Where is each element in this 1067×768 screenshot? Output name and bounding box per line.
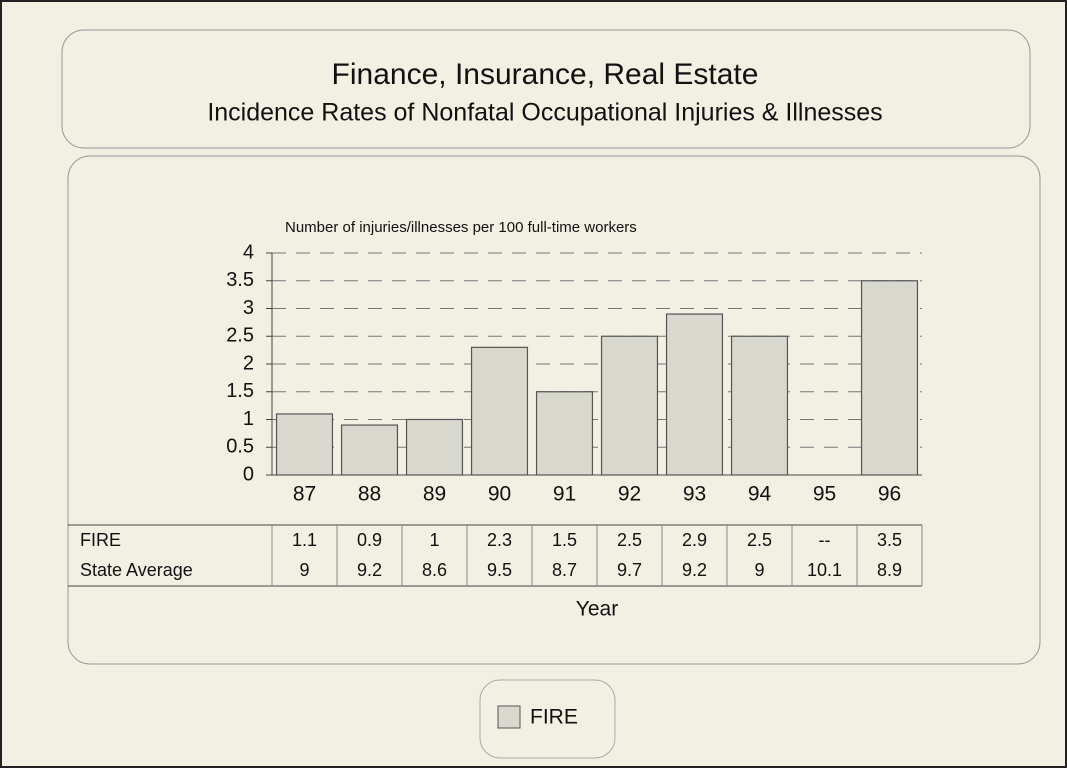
bar xyxy=(665,313,724,476)
table-row-label: FIRE xyxy=(80,530,121,550)
x-tick-label: 92 xyxy=(618,483,641,506)
table-cell: -- xyxy=(819,530,831,550)
table-cell: 2.5 xyxy=(617,530,642,550)
table-cell: 2.5 xyxy=(747,530,772,550)
table-cell: 2.3 xyxy=(487,530,512,550)
table-row-label: State Average xyxy=(80,560,193,580)
y-axis-label: Number of injuries/illnesses per 100 ful… xyxy=(285,219,637,236)
bar xyxy=(535,391,594,476)
table-cell: 10.1 xyxy=(807,560,842,580)
x-tick-label: 96 xyxy=(878,483,901,506)
y-tick-label: 2.5 xyxy=(226,325,254,347)
chart-title: Finance, Insurance, Real Estate xyxy=(332,58,759,91)
table-cell: 9.7 xyxy=(617,560,642,580)
bar xyxy=(340,424,399,476)
table-cell: 9.2 xyxy=(357,560,382,580)
table-cell: 1.1 xyxy=(292,530,317,550)
y-tick-label: 0.5 xyxy=(226,436,254,458)
legend-swatch xyxy=(497,705,521,729)
table-cell: 8.7 xyxy=(552,560,577,580)
x-tick-label: 88 xyxy=(358,483,381,506)
chart-panel xyxy=(67,155,1041,665)
y-tick-label: 3 xyxy=(243,297,254,319)
y-tick-label: 3.5 xyxy=(226,269,254,291)
y-tick-label: 1 xyxy=(243,408,254,430)
table-cell: 0.9 xyxy=(357,530,382,550)
x-tick-label: 95 xyxy=(813,483,836,506)
bar xyxy=(730,335,789,476)
x-tick-label: 94 xyxy=(748,483,772,506)
table-cell: 9 xyxy=(754,560,764,580)
x-axis-label: Year xyxy=(576,598,618,621)
y-tick-label: 4 xyxy=(243,241,254,263)
bar xyxy=(470,346,529,476)
bar xyxy=(405,418,464,476)
x-tick-label: 90 xyxy=(488,483,511,506)
title-box xyxy=(61,29,1031,149)
table-cell: 9.5 xyxy=(487,560,512,580)
table-cell: 3.5 xyxy=(877,530,902,550)
table-cell: 9.2 xyxy=(682,560,707,580)
table-cell: 1.5 xyxy=(552,530,577,550)
bar xyxy=(275,413,334,476)
legend-box xyxy=(479,679,616,759)
table-cell: 1 xyxy=(429,530,439,550)
x-tick-label: 89 xyxy=(423,483,446,506)
bar xyxy=(860,280,919,476)
y-tick-label: 0 xyxy=(243,463,254,485)
table-cell: 9 xyxy=(299,560,309,580)
x-tick-label: 91 xyxy=(553,483,576,506)
y-tick-label: 1.5 xyxy=(226,380,254,402)
x-tick-label: 93 xyxy=(683,483,706,506)
y-tick-label: 2 xyxy=(243,352,254,374)
x-tick-label: 87 xyxy=(293,483,316,506)
table-cell: 8.6 xyxy=(422,560,447,580)
table-cell: 2.9 xyxy=(682,530,707,550)
table-cell: 8.9 xyxy=(877,560,902,580)
bar xyxy=(600,335,659,476)
legend-label: FIRE xyxy=(530,706,578,729)
chart-subtitle: Incidence Rates of Nonfatal Occupational… xyxy=(207,99,882,127)
